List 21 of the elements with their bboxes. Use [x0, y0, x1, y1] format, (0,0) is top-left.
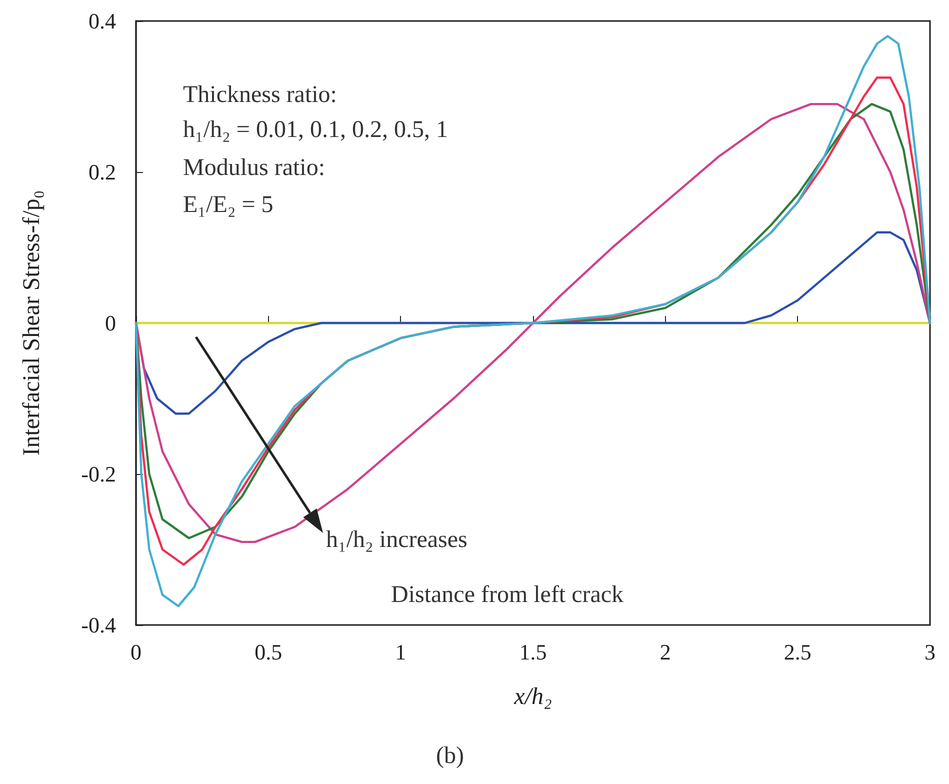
- x-tick-label: 2.5: [784, 640, 812, 664]
- x-tick-label: 0: [130, 640, 142, 664]
- x-tick-label: 0.5: [254, 640, 282, 664]
- annotation: E₁/E₂ = 5: [183, 192, 274, 218]
- x-tick-label: 2: [660, 640, 671, 664]
- y-tick-label: 0: [105, 310, 116, 336]
- text: (b): [436, 743, 464, 769]
- y-tick-label: 0.4: [88, 8, 116, 34]
- x-tick-label: 3: [924, 640, 936, 664]
- annotation: h₁/h₂ = 0.01, 0.1, 0.2, 0.5, 1: [183, 117, 448, 143]
- x-axis-title: x/h₂: [513, 684, 552, 710]
- annotation: Distance from left crack: [391, 582, 624, 608]
- x-tick-label: 1: [395, 640, 406, 664]
- annotation: Modulus ratio:: [183, 155, 325, 181]
- y-tick-label: 0.2: [88, 160, 116, 184]
- y-tick-label: -0.4: [81, 612, 116, 638]
- y-tick-label: -0.2: [81, 462, 116, 486]
- x-tick-label: 1.5: [519, 640, 547, 664]
- y-axis-title: Interfacial Shear Stress-f/p₀: [19, 190, 45, 456]
- annotation: h₁/h₂ increases: [326, 527, 468, 553]
- annotation: Thickness ratio:: [183, 82, 337, 108]
